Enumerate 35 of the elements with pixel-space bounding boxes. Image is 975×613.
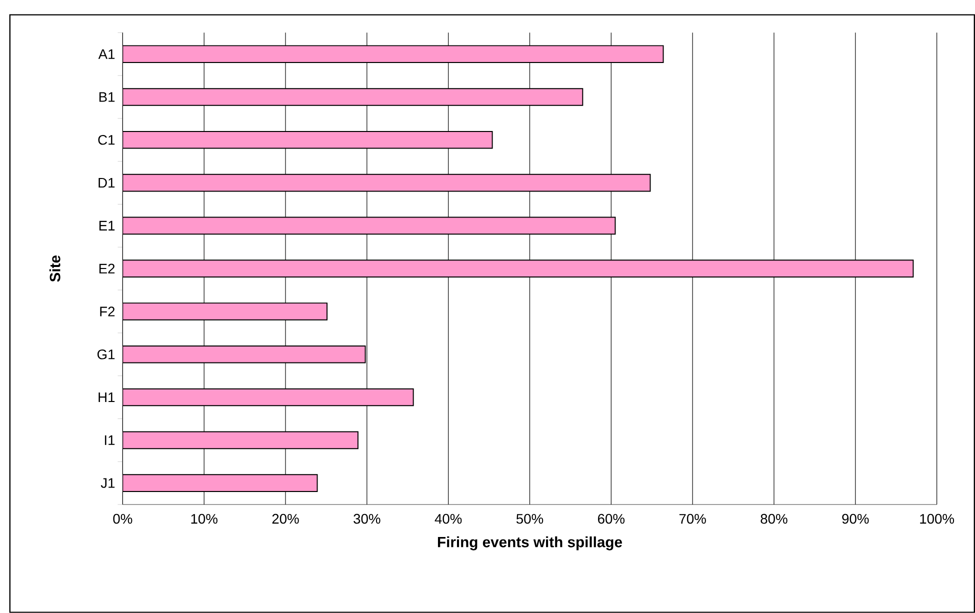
y-tick-label: C1	[98, 135, 115, 145]
bar	[122, 216, 616, 235]
x-axis-title: Firing events with spillage	[438, 536, 622, 550]
y-tick-label: E2	[99, 264, 115, 274]
x-tick-label: 50%	[516, 514, 544, 524]
bar	[122, 88, 584, 106]
y-tick-label: H1	[98, 392, 115, 402]
x-tick-label: 20%	[272, 514, 299, 524]
y-tick-label: E1	[99, 220, 115, 230]
bar	[122, 345, 366, 364]
y-tick-label: F2	[100, 306, 115, 316]
bar	[122, 131, 493, 149]
y-axis-title: Site	[49, 256, 60, 282]
y-tick-label: D1	[98, 178, 115, 188]
bar	[122, 260, 914, 278]
bar	[122, 474, 318, 492]
y-tick-label: B1	[99, 92, 115, 102]
x-tick-label: 0%	[113, 514, 132, 524]
bar	[122, 45, 664, 64]
x-tick-label: 70%	[679, 514, 706, 524]
x-tick-label: 90%	[842, 514, 869, 524]
y-tick-label: J1	[100, 478, 115, 488]
x-tick-label: 10%	[191, 514, 218, 524]
y-tick-label: I1	[104, 435, 115, 445]
bar	[122, 431, 358, 450]
x-tick-label: 30%	[354, 514, 380, 524]
y-tick-label: A1	[98, 49, 115, 59]
x-tick-label: 60%	[598, 514, 625, 524]
x-tick-label: 100%	[920, 514, 954, 524]
bar	[122, 174, 651, 192]
bar	[122, 388, 414, 406]
bar	[122, 302, 328, 320]
y-tick-label: G1	[97, 349, 115, 360]
x-tick-label: 80%	[760, 514, 788, 524]
x-tick-label: 40%	[434, 514, 462, 524]
